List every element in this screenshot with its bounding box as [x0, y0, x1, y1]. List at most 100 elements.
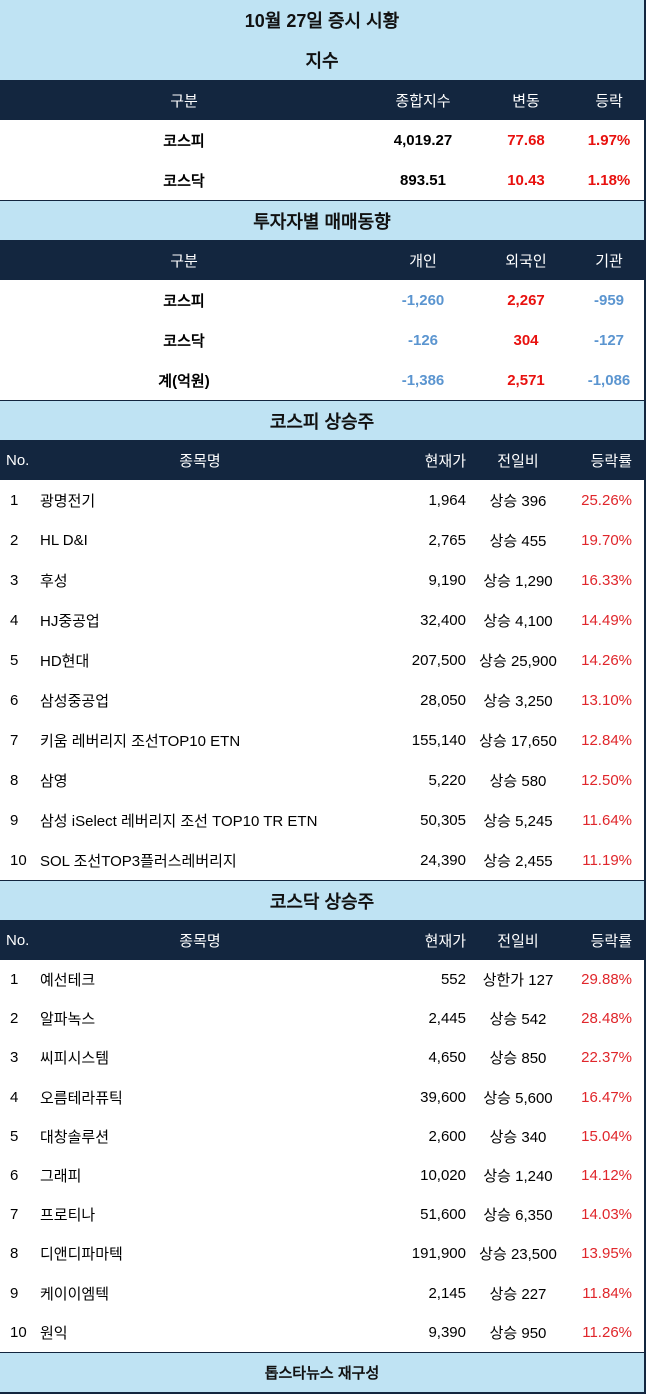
change-rate: 11.64% [582, 811, 632, 829]
index-label: 코스닥 [163, 172, 205, 190]
investors-row-kospi: 코스피 -1,260 2,267 -959 [0, 280, 644, 320]
rank-number: 7 [10, 731, 19, 749]
day-change: 상승 1,240 [483, 1168, 553, 1186]
stock-name: 케이이엠텍 [40, 1285, 110, 1303]
stock-name: 그래피 [40, 1168, 82, 1186]
investors-row-kosdaq: 코스닥 -126 304 -127 [0, 320, 644, 360]
current-price: 2,765 [428, 531, 466, 549]
table-row: 6 삼성중공업 28,050 상승 3,250 13.10% [0, 680, 644, 720]
investors-section-title: 투자자별 매매동향 [0, 200, 644, 240]
day-change: 상승 850 [489, 1050, 547, 1068]
rank-number: 7 [10, 1206, 19, 1224]
current-price: 552 [440, 971, 466, 989]
stock-name: HJ중공업 [40, 612, 100, 630]
day-change: 상승 23,500 [479, 1246, 557, 1264]
change-rate: 14.26% [581, 651, 632, 669]
header-individual: 개인 [409, 252, 437, 270]
current-price: 191,900 [411, 1245, 466, 1263]
change-rate: 14.12% [581, 1167, 632, 1185]
change-rate: 14.03% [581, 1206, 632, 1224]
investor-label: 계(억원) [158, 372, 210, 390]
day-change: 상승 227 [489, 1285, 547, 1303]
index-rate: 1.18% [587, 171, 631, 189]
rank-number: 4 [10, 611, 19, 629]
current-price: 50,305 [420, 811, 466, 829]
header-no: No. [6, 451, 30, 469]
individual-value: -1,386 [401, 371, 445, 389]
institution-value: -127 [593, 331, 625, 349]
day-change: 상승 25,900 [479, 652, 557, 670]
table-row: 8 삼영 5,220 상승 580 12.50% [0, 760, 644, 800]
header-category: 구분 [170, 92, 198, 110]
source-footer: 톱스타뉴스 재구성 [0, 1351, 644, 1394]
header-change-rate: 등락률 [590, 932, 632, 950]
change-rate: 22.37% [581, 1049, 632, 1067]
change-rate: 16.33% [581, 571, 632, 589]
stock-name: 삼영 [40, 772, 68, 790]
rank-number: 5 [10, 651, 19, 669]
investor-label: 코스피 [163, 292, 205, 310]
rank-number: 9 [10, 811, 19, 829]
index-section-title: 지수 [0, 40, 644, 80]
stock-name: 프로티나 [40, 1207, 96, 1225]
table-row: 3 씨피시스템 4,650 상승 850 22.37% [0, 1038, 644, 1078]
current-price: 9,190 [428, 571, 466, 589]
current-price: 155,140 [411, 731, 466, 749]
stock-name: 광명전기 [40, 492, 96, 510]
header-no: No. [6, 931, 30, 949]
stock-name: SOL 조선TOP3플러스레버리지 [40, 852, 237, 870]
header-category: 구분 [170, 252, 198, 270]
rank-number: 3 [10, 1049, 19, 1067]
table-row: 3 후성 9,190 상승 1,290 16.33% [0, 560, 644, 600]
rank-number: 8 [10, 771, 19, 789]
kosdaq-gainers-title: 코스닥 상승주 [0, 880, 644, 920]
day-change: 상승 340 [489, 1128, 547, 1146]
investor-label: 코스닥 [163, 332, 205, 350]
change-rate: 16.47% [581, 1088, 632, 1106]
index-row-kosdaq: 코스닥 893.51 10.43 1.18% [0, 160, 644, 200]
individual-value: -126 [407, 331, 439, 349]
index-value: 4,019.27 [393, 131, 453, 149]
current-price: 4,650 [428, 1049, 466, 1067]
current-price: 9,390 [428, 1323, 466, 1341]
stock-name: 삼성 iSelect 레버리지 조선 TOP10 TR ETN [40, 812, 318, 830]
rank-number: 10 [10, 851, 27, 869]
stock-name: 알파녹스 [40, 1011, 96, 1029]
change-rate: 15.04% [581, 1127, 632, 1145]
kospi-gainers-header-row: No. 종목명 현재가 전일비 등락률 [0, 440, 644, 480]
current-price: 10,020 [420, 1167, 466, 1185]
table-row: 6 그래피 10,020 상승 1,240 14.12% [0, 1155, 644, 1196]
rank-number: 6 [10, 691, 19, 709]
table-row: 1 예선테크 552 상한가 127 29.88% [0, 960, 644, 1000]
header-day-change: 전일비 [497, 452, 539, 470]
stock-name: 오름테라퓨틱 [40, 1089, 123, 1107]
rank-number: 2 [10, 1010, 19, 1028]
stock-name: 대창솔루션 [40, 1128, 110, 1146]
table-row: 4 오름테라퓨틱 39,600 상승 5,600 16.47% [0, 1077, 644, 1117]
table-row: 10 SOL 조선TOP3플러스레버리지 24,390 상승 2,455 11.19% [0, 840, 644, 880]
current-price: 24,390 [420, 851, 466, 869]
change-rate: 29.88% [581, 971, 632, 989]
header-name: 종목명 [179, 452, 221, 470]
table-row: 5 HD현대 207,500 상승 25,900 14.26% [0, 640, 644, 680]
index-label: 코스피 [163, 132, 205, 150]
change-rate: 28.48% [581, 1010, 632, 1028]
rank-number: 8 [10, 1245, 19, 1263]
current-price: 2,445 [428, 1010, 466, 1028]
rank-number: 5 [10, 1127, 19, 1145]
investors-header-row: 구분 개인 외국인 기관 [0, 240, 644, 280]
rank-number: 10 [10, 1323, 27, 1341]
day-change: 상승 3,250 [483, 692, 553, 710]
stock-name: 삼성중공업 [40, 692, 110, 710]
change-rate: 13.95% [581, 1245, 632, 1263]
index-value: 893.51 [400, 171, 446, 189]
change-rate: 13.10% [581, 691, 632, 709]
stock-name: 후성 [40, 572, 68, 590]
current-price: 32,400 [420, 611, 466, 629]
day-change: 상승 580 [489, 772, 547, 790]
rank-number: 2 [10, 531, 19, 549]
header-rate: 등락 [595, 92, 623, 110]
stock-name: 예선테크 [40, 972, 96, 990]
day-change: 상승 6,350 [483, 1207, 553, 1225]
